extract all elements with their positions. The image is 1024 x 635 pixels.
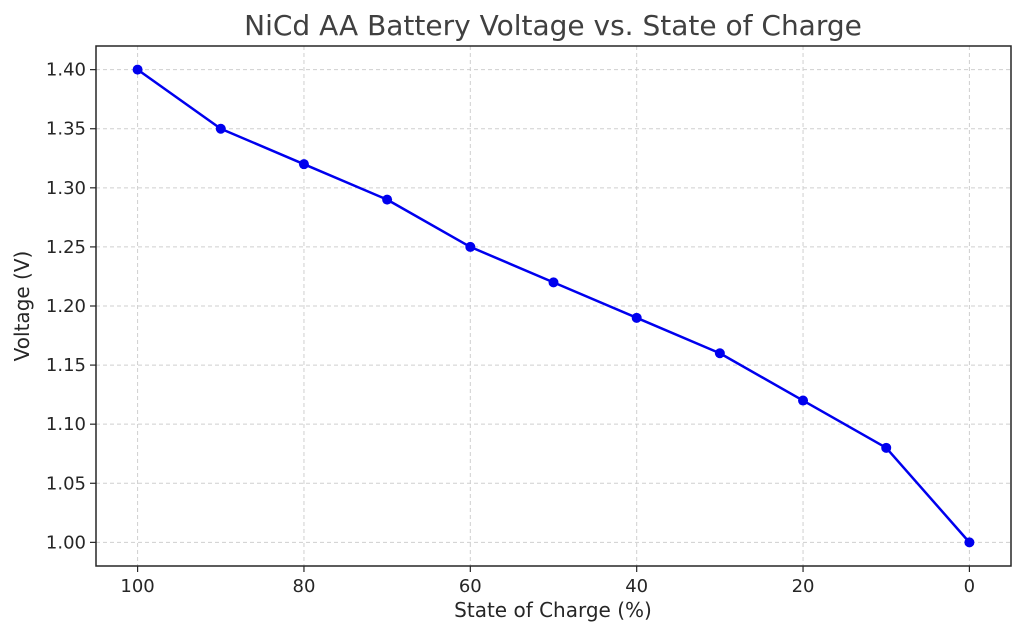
y-tick-label: 1.35 [46,119,86,140]
data-point [215,123,226,134]
x-tick-label: 60 [459,576,482,597]
x-tick-label: 0 [964,576,975,597]
grid-layer [96,46,1011,566]
x-tick-label: 80 [293,576,316,597]
y-tick-label: 1.25 [46,237,86,258]
data-point [964,537,975,548]
data-point [132,64,143,75]
y-tick-label: 1.20 [46,296,86,317]
x-tick-label: 20 [792,576,815,597]
y-tick-label: 1.40 [46,60,86,81]
x-tick-label: 40 [625,576,648,597]
data-point [548,277,559,288]
y-tick-label: 1.15 [46,355,86,376]
data-point [798,395,809,406]
series-layer [132,64,975,548]
y-axis-label: Voltage (V) [10,251,34,362]
y-tick-label: 1.00 [46,532,86,553]
data-point [465,241,476,252]
data-point [714,348,725,359]
y-tick-label: 1.30 [46,178,86,199]
y-tick-label: 1.05 [46,473,86,494]
x-tick-label: 100 [120,576,154,597]
y-tick-label: 1.10 [46,414,86,435]
data-point [631,312,642,323]
data-point [382,194,393,205]
ticks-layer: 100 80 60 40 20 0 1.00 1.05 1.10 1.15 1.20 1.25 1.30… [46,60,975,597]
data-point [298,159,309,170]
data-point [881,442,892,453]
x-axis-label: State of Charge (%) [454,598,652,622]
chart-title: NiCd AA Battery Voltage vs. State of Cha… [244,9,862,42]
